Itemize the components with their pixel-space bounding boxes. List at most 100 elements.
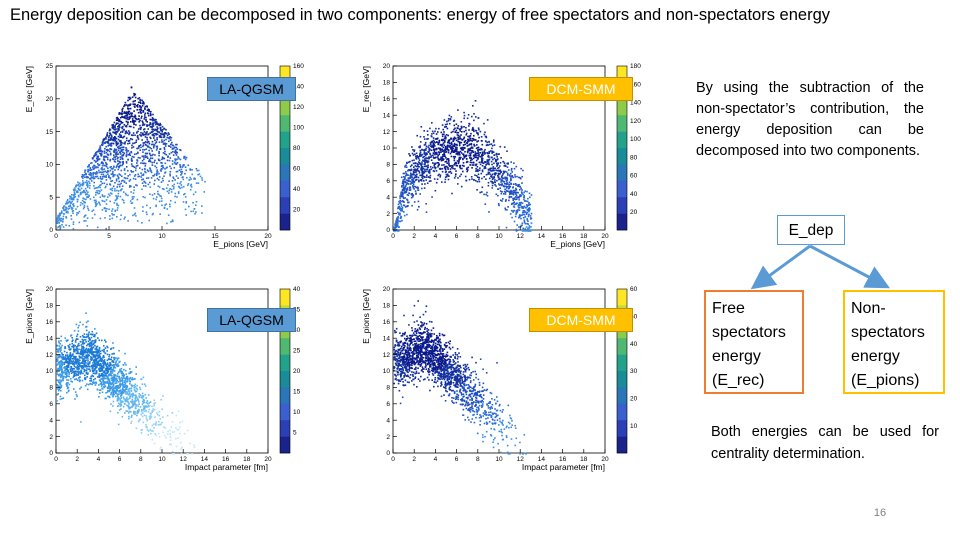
data-point — [143, 410, 146, 412]
data-point — [158, 154, 160, 157]
data-point — [126, 114, 129, 116]
data-point — [453, 136, 456, 139]
data-point — [115, 152, 118, 154]
data-point — [155, 205, 157, 208]
data-point — [402, 193, 404, 195]
data-point — [153, 193, 156, 195]
data-point — [516, 224, 518, 226]
data-point — [481, 169, 484, 171]
data-point — [127, 112, 130, 115]
data-point — [150, 157, 152, 159]
data-point — [100, 378, 102, 380]
data-point — [108, 390, 110, 393]
data-point — [194, 191, 197, 193]
data-point — [98, 373, 100, 375]
data-point — [171, 185, 174, 187]
data-point — [94, 344, 96, 347]
data-point — [133, 378, 135, 380]
data-point — [437, 166, 439, 168]
data-point — [504, 176, 506, 179]
data-point — [460, 134, 462, 136]
data-point — [435, 148, 438, 150]
data-point — [124, 101, 127, 104]
data-point — [154, 402, 156, 404]
data-point — [138, 145, 141, 147]
data-point — [150, 414, 152, 416]
data-point — [520, 224, 522, 227]
data-point — [78, 221, 81, 224]
data-point — [473, 113, 475, 115]
data-point — [432, 166, 434, 169]
data-point — [101, 182, 104, 185]
data-point — [415, 193, 417, 195]
data-point — [60, 365, 63, 367]
data-point — [426, 157, 429, 159]
data-point — [68, 225, 71, 227]
data-point — [177, 437, 179, 439]
data-point — [416, 165, 418, 168]
data-point — [124, 403, 126, 405]
data-point — [132, 103, 134, 105]
data-point — [133, 105, 136, 108]
data-point — [136, 162, 138, 164]
data-point — [127, 220, 129, 222]
data-point — [504, 208, 507, 211]
data-point — [134, 178, 137, 180]
data-point — [66, 391, 68, 394]
data-point — [74, 193, 76, 196]
data-point — [109, 358, 111, 361]
data-point — [465, 129, 467, 132]
data-point — [500, 171, 502, 173]
data-point — [122, 396, 125, 399]
data-point — [460, 128, 462, 130]
data-point — [413, 150, 415, 153]
data-point — [397, 216, 399, 219]
data-point — [98, 389, 101, 391]
data-point — [94, 356, 97, 358]
data-point — [423, 153, 425, 155]
data-point — [515, 191, 517, 194]
data-point — [177, 191, 180, 193]
data-point — [81, 347, 83, 350]
data-point — [158, 159, 160, 162]
data-point — [169, 205, 171, 208]
data-point — [115, 137, 118, 140]
data-point — [87, 168, 90, 171]
data-point — [490, 143, 493, 145]
data-point — [469, 147, 472, 150]
data-point — [59, 225, 61, 227]
data-point — [524, 215, 527, 218]
data-point — [137, 156, 140, 159]
data-point — [61, 363, 64, 366]
data-point — [122, 154, 124, 156]
data-point — [60, 398, 63, 400]
data-point — [182, 178, 185, 181]
data-point — [112, 137, 115, 139]
data-point — [498, 184, 501, 186]
data-point — [97, 164, 100, 167]
data-point — [137, 147, 139, 150]
data-point — [195, 200, 198, 203]
data-point — [502, 160, 504, 163]
data-point — [483, 166, 486, 168]
data-point — [83, 216, 86, 218]
data-point — [73, 361, 75, 364]
data-point — [498, 166, 500, 169]
data-point — [91, 330, 94, 333]
data-point — [444, 148, 446, 151]
data-point — [459, 167, 462, 170]
data-point — [89, 349, 92, 351]
data-point — [91, 157, 94, 159]
data-point — [106, 371, 109, 373]
data-point — [120, 367, 123, 370]
data-point — [142, 162, 144, 165]
data-point — [470, 143, 473, 146]
heatmap-plot-epions-vs-impact-laqgsm: 0 2 4 6 8 10 12 14 16 18 20 0 2 4 6 8 10 12 14 16 18 20 Impact… — [18, 283, 318, 473]
data-point — [203, 191, 206, 193]
data-point — [124, 177, 127, 180]
data-point — [499, 190, 502, 192]
data-point — [57, 348, 60, 350]
data-point — [138, 108, 141, 111]
data-point — [84, 187, 87, 190]
colorbar-segment — [617, 131, 627, 149]
